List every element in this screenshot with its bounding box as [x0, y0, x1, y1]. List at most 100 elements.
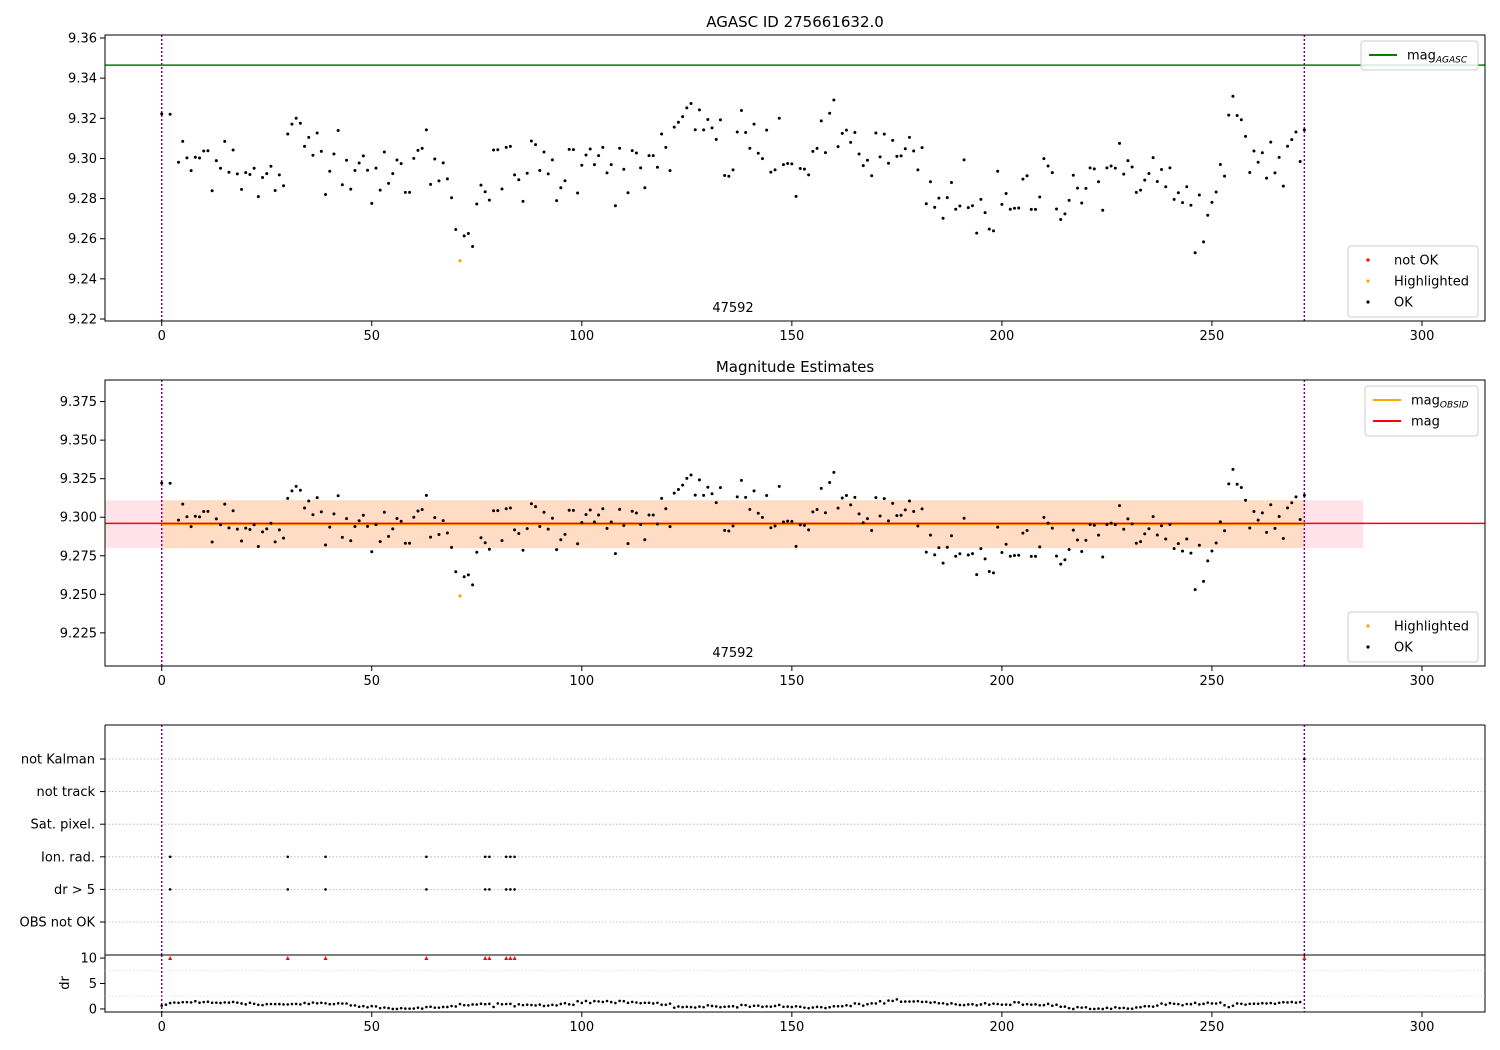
ok-point	[870, 174, 874, 178]
dr-point	[941, 1001, 945, 1005]
flag-point	[513, 888, 516, 891]
dr-point	[1059, 1005, 1063, 1009]
ok-point	[256, 545, 260, 549]
ok-point	[668, 525, 672, 529]
ok-point	[1298, 518, 1302, 522]
dr-point	[815, 1005, 819, 1009]
ok-point	[1155, 533, 1159, 537]
flag-point	[324, 888, 327, 891]
ok-point	[290, 489, 294, 493]
dr-point	[1172, 1002, 1176, 1006]
dr-point	[924, 1000, 928, 1004]
ok-point	[916, 524, 920, 528]
ok-point	[727, 529, 731, 533]
ok-point	[823, 151, 827, 155]
ok-point	[265, 527, 269, 531]
dr-point	[597, 1000, 600, 1003]
legend-point-marker	[1366, 258, 1370, 262]
obsid-annotation: 47592	[712, 301, 753, 316]
dr-point	[630, 1000, 634, 1004]
ok-point	[324, 193, 328, 197]
ok-point	[899, 154, 903, 158]
ok-point	[1181, 549, 1185, 553]
ok-point	[504, 507, 508, 511]
dr-point	[1185, 1002, 1189, 1006]
ok-point	[744, 131, 748, 135]
dr-point	[1244, 1003, 1247, 1006]
dr-point	[1256, 1002, 1260, 1006]
dr-point	[534, 1004, 537, 1007]
ok-point	[1101, 555, 1105, 559]
ok-point	[597, 513, 601, 517]
y-tick-label: 9.325	[60, 472, 97, 487]
ok-point	[487, 547, 491, 551]
ok-point	[920, 507, 924, 511]
ok-point	[1063, 212, 1067, 216]
dr-point	[383, 1006, 386, 1009]
dr-point	[282, 1003, 285, 1006]
dr-point	[966, 1003, 970, 1006]
clipped-marker	[424, 956, 429, 961]
flag-point	[488, 888, 491, 891]
legend-point-marker	[1366, 279, 1370, 283]
ok-point	[429, 182, 433, 186]
dr-point	[311, 1001, 315, 1004]
ok-point	[1235, 113, 1239, 117]
dr-point	[467, 1003, 470, 1007]
ok-point	[672, 125, 676, 129]
ok-point	[433, 516, 437, 520]
ok-point	[328, 169, 332, 173]
ok-point	[987, 227, 991, 231]
ok-point	[1168, 166, 1172, 170]
y-tick-label: 9.32	[68, 112, 97, 127]
dr-point	[1277, 1001, 1281, 1005]
ok-point	[429, 535, 433, 539]
ok-point	[1143, 532, 1147, 536]
ok-point	[1084, 538, 1088, 542]
ok-point	[471, 245, 475, 249]
dr-point	[168, 1001, 172, 1005]
ok-point	[899, 513, 903, 517]
ok-point	[1004, 192, 1008, 196]
ok-point	[937, 546, 941, 550]
dr-point	[1013, 1000, 1016, 1004]
ok-point	[819, 119, 823, 123]
ok-point	[1080, 201, 1084, 205]
ok-point	[584, 513, 588, 517]
ok-point	[277, 528, 281, 532]
ok-point	[328, 525, 332, 529]
dr-point	[294, 1002, 298, 1006]
ok-point	[1290, 501, 1294, 505]
ok-point	[450, 196, 454, 200]
ok-point	[1277, 155, 1281, 159]
dr-point	[777, 1003, 781, 1007]
ok-point	[739, 108, 743, 112]
ok-point	[865, 158, 869, 162]
dr-point	[580, 1001, 584, 1005]
ok-point	[937, 196, 941, 200]
ok-point	[466, 573, 470, 577]
dr-point	[861, 1004, 865, 1007]
flag-point	[483, 888, 487, 891]
dr-point	[849, 1004, 852, 1008]
ok-point	[891, 138, 895, 142]
ok-point	[340, 535, 344, 539]
dr-point	[509, 1002, 512, 1006]
ok-point	[1281, 184, 1285, 188]
dr-point	[706, 1003, 710, 1007]
dr-point	[899, 1000, 903, 1004]
dr-point	[567, 1003, 571, 1006]
ok-point	[1269, 140, 1273, 144]
ok-point	[538, 524, 542, 528]
ok-point	[735, 130, 739, 134]
y-tick-label: 9.300	[60, 511, 97, 526]
dr-point	[412, 1007, 416, 1010]
ok-point	[1097, 533, 1101, 537]
y-tick-label: 9.375	[60, 395, 97, 410]
ok-point	[567, 147, 571, 151]
ok-point	[1080, 549, 1084, 553]
ok-point	[1029, 554, 1033, 558]
ok-point	[1277, 514, 1281, 518]
ok-point	[1063, 558, 1067, 562]
